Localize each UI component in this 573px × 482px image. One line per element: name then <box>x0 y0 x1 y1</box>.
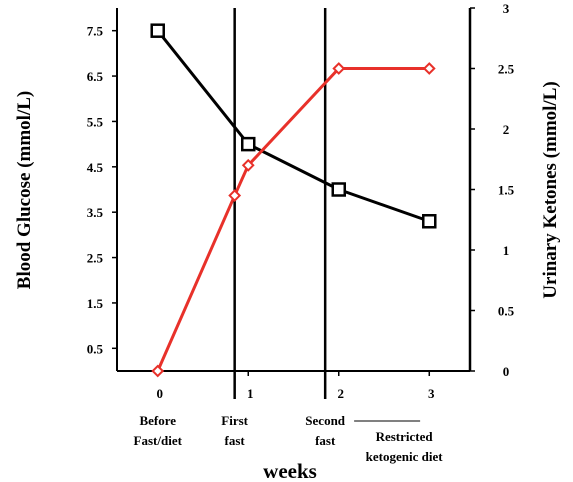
phase-label-second: Second <box>305 413 346 428</box>
y-right-tick-label: 0 <box>503 364 510 379</box>
ketones-point <box>230 191 240 201</box>
y-right-tick-label: 1 <box>503 243 510 258</box>
x-tick-label: 3 <box>428 386 435 401</box>
phase-label-first: First <box>221 413 248 428</box>
y-left-tick-label: 0.5 <box>87 341 104 356</box>
y-right-tick-label: 1.5 <box>498 183 515 198</box>
glucose-point <box>333 184 345 196</box>
phase-label-restricted: ketogenic diet <box>366 449 444 464</box>
ketones-line <box>158 69 430 372</box>
phase-label-before: Fast/diet <box>134 433 183 448</box>
phase-label-before: Before <box>139 413 176 428</box>
glucose-point <box>242 138 254 150</box>
y-left-tick-label: 4.5 <box>87 160 104 175</box>
ketones-point <box>153 366 163 376</box>
ketones-series <box>153 64 435 377</box>
y-left-tick-label: 3.5 <box>87 205 104 220</box>
series-layer <box>152 25 436 376</box>
glucose-point <box>423 215 435 227</box>
y-right-tick-label: 2 <box>503 122 510 137</box>
x-axis-title: weeks <box>263 459 317 482</box>
glucose-series <box>152 25 436 228</box>
y-left-tick-label: 7.5 <box>87 24 104 39</box>
y-left-tick-label: 1.5 <box>87 296 104 311</box>
y-left-tick-label: 2.5 <box>87 251 104 266</box>
glucose-line <box>158 31 430 222</box>
x-tick-label: 0 <box>156 386 163 401</box>
x-tick-label: 2 <box>338 386 345 401</box>
ketones-point <box>424 64 434 74</box>
text-layer: 0.5 1.5 2.5 3.5 4.5 5.5 6.5 7.5 0 0.5 1 1.5 2 2.5 3 0 1 2… <box>14 1 561 482</box>
phase-label-first: fast <box>225 433 246 448</box>
y-left-tick-label: 5.5 <box>87 114 104 129</box>
y-right-tick-label: 3 <box>503 1 510 16</box>
phase-label-restricted: Restricted <box>376 429 434 444</box>
y-right-tick-label: 0.5 <box>498 304 515 319</box>
phase-label-second: fast <box>315 433 336 448</box>
glucose-point <box>152 25 164 37</box>
y-left-axis-title: Blood Glucose (mmol/L) <box>14 91 35 289</box>
y-right-tick-label: 2.5 <box>498 62 515 77</box>
x-tick-label: 1 <box>247 386 254 401</box>
y-right-axis-title: Urinary Ketones (mmol/L) <box>540 81 561 298</box>
y-left-tick-label: 6.5 <box>87 69 104 84</box>
